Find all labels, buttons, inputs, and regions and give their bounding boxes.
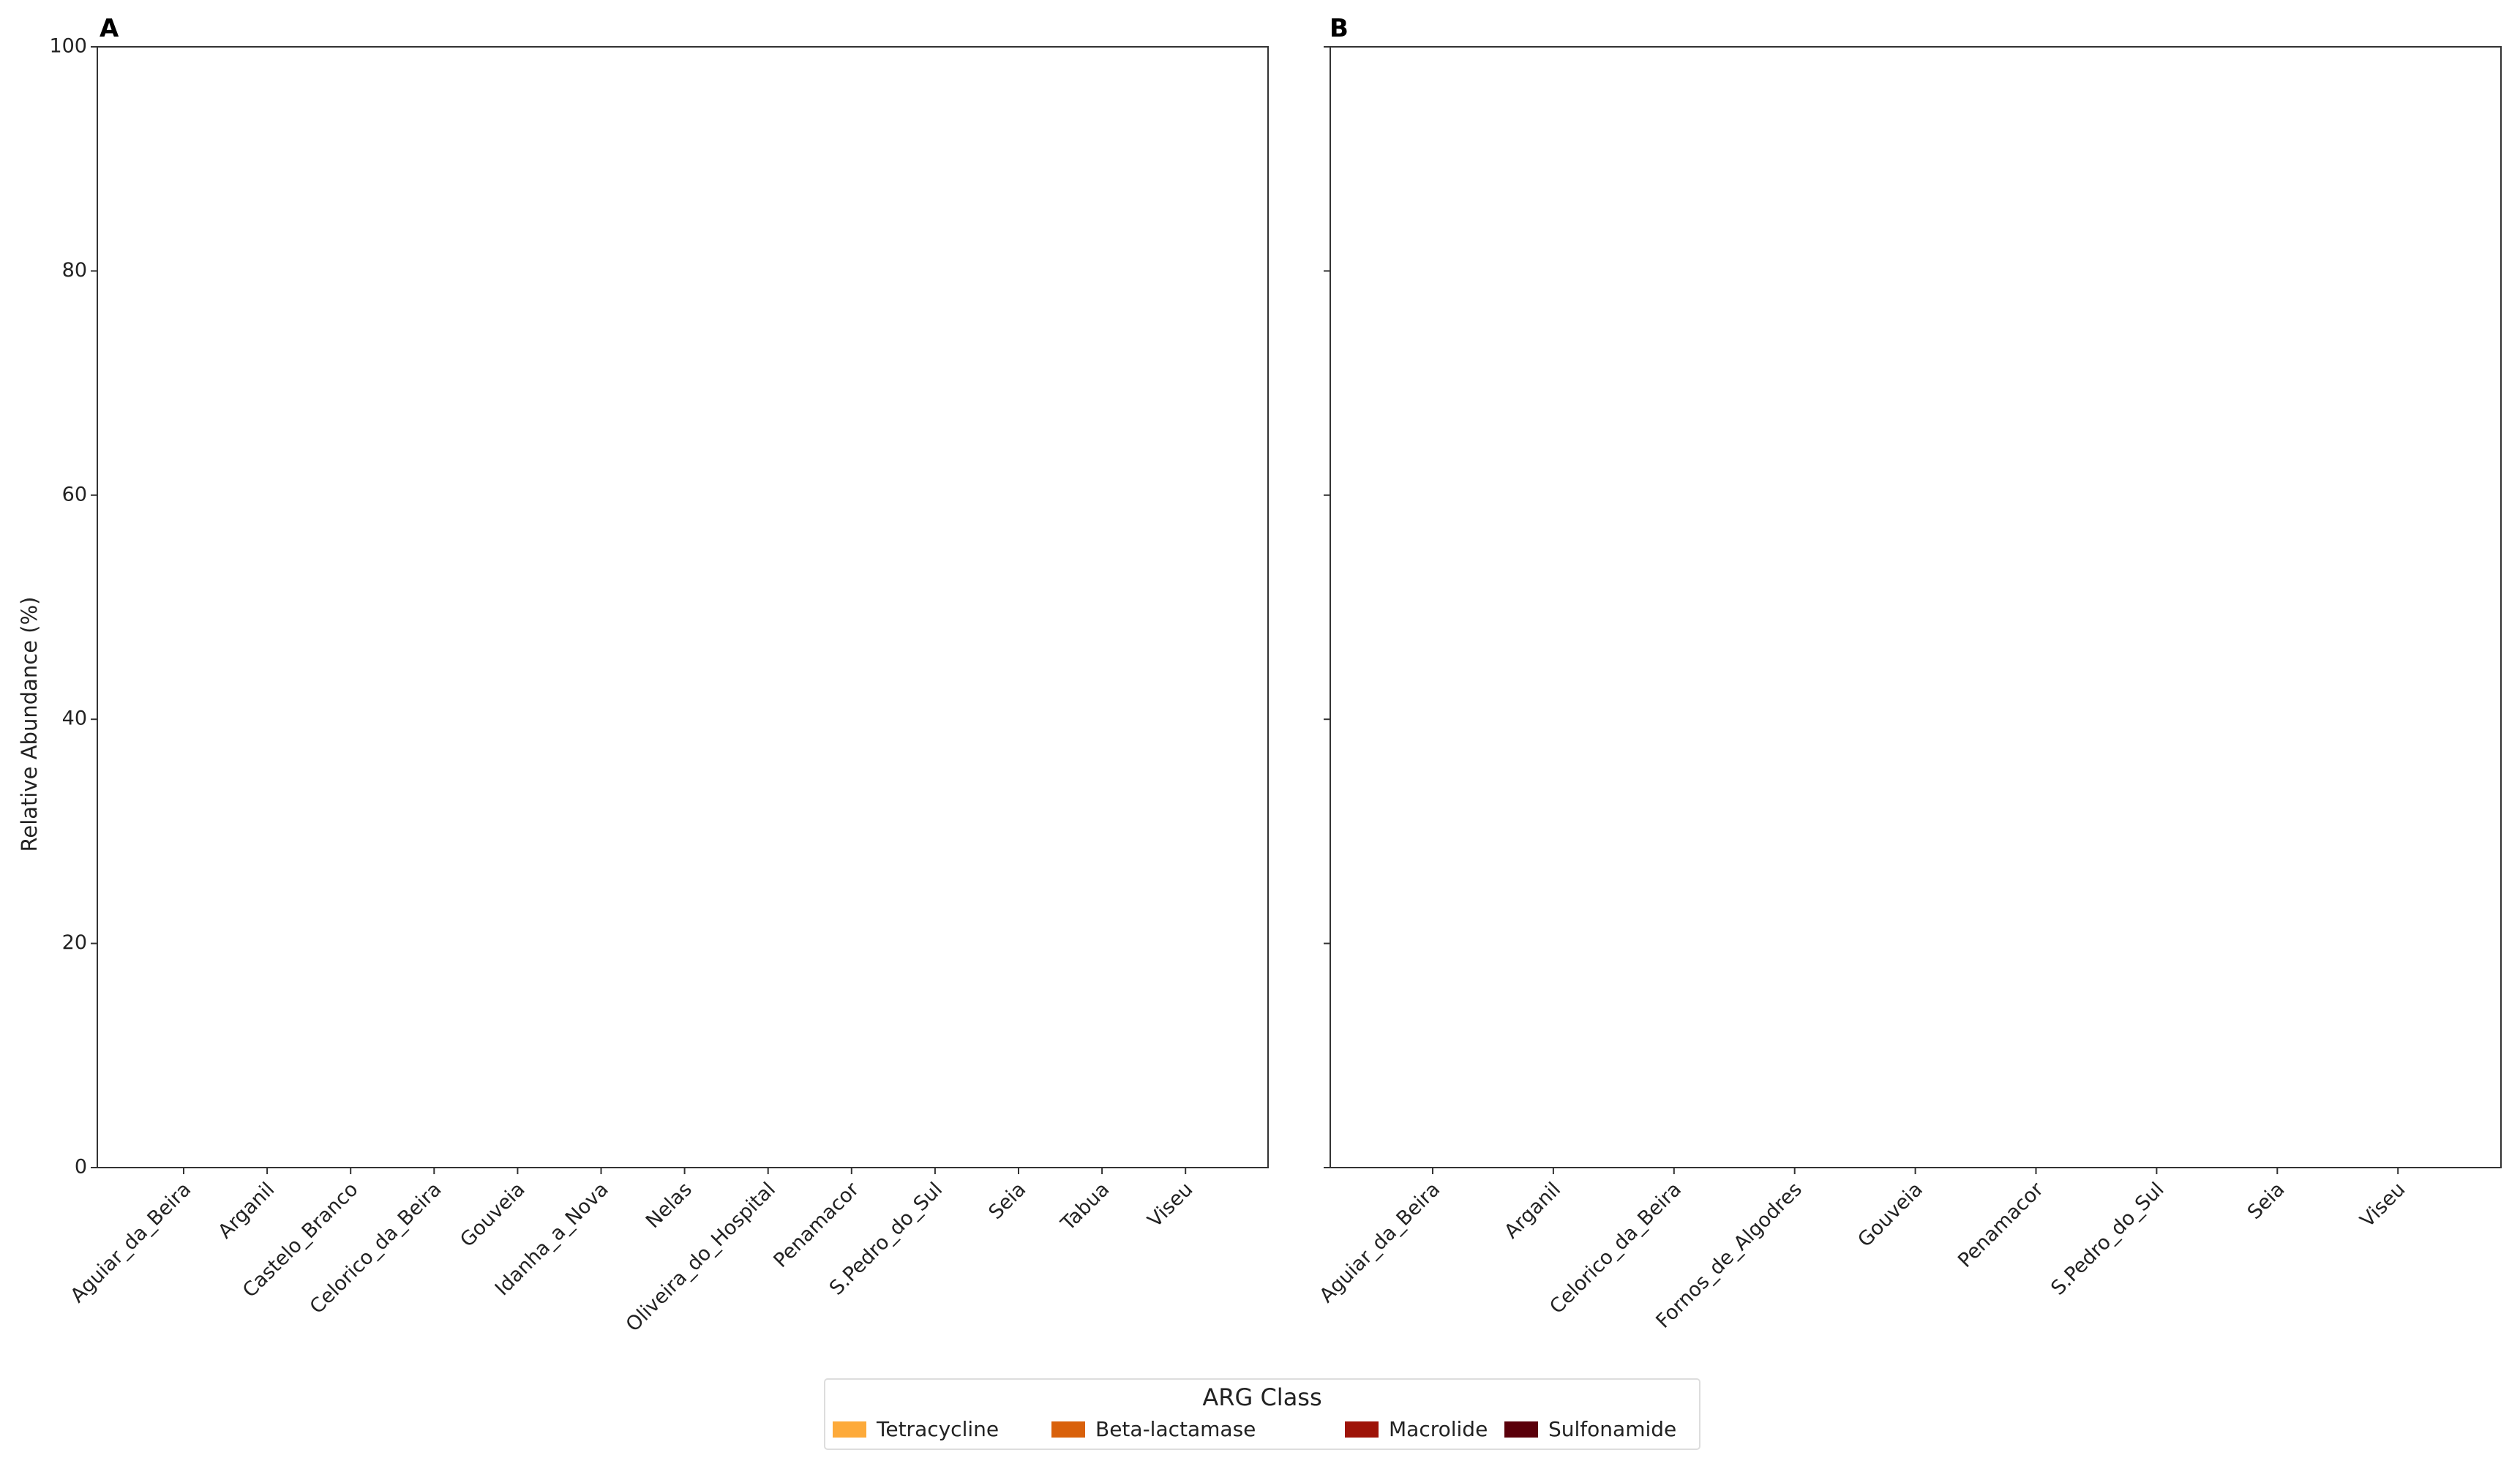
- x-tick-label: Viseu: [2356, 1178, 2410, 1232]
- legend-title: ARG Class: [1202, 1383, 1321, 1411]
- legend-swatch-sulfonamide: [1504, 1421, 1538, 1438]
- panel-a: A Relative Abundance (%) 16.7%49.9%16.7%…: [17, 14, 1269, 1337]
- x-tick-label: Gouveia: [1853, 1178, 1927, 1252]
- x-tick-label: S.Pedro_do_Sul: [2047, 1178, 2168, 1299]
- y-tick-label: 60: [62, 483, 87, 506]
- panel-a-letter: A: [100, 14, 119, 43]
- y-tick-label: 100: [49, 35, 87, 58]
- x-tick-label: Tabua: [1057, 1178, 1114, 1236]
- legend-label-beta-lactamase: Beta-lactamase: [1095, 1417, 1256, 1441]
- panel-a-plot-frame: [97, 46, 1269, 1168]
- x-tick-label: Arganil: [1500, 1178, 1565, 1243]
- y-tick-label: 40: [62, 707, 87, 730]
- x-tick-label: Penamacor: [1954, 1178, 2048, 1272]
- x-tick-label: Arganil: [214, 1178, 279, 1243]
- y-tick-label: 0: [75, 1156, 87, 1179]
- x-tick-label: Seia: [2243, 1178, 2290, 1224]
- panel-b: B 28.6%28.6%21.4%21.4%50.0%50.0%33.4%33.…: [1316, 14, 2502, 1333]
- x-tick-label: Oliveira_do_Hospital: [622, 1178, 780, 1336]
- x-tick-label: Aguiar_da_Beira: [1316, 1178, 1445, 1307]
- y-tick-label: 80: [62, 259, 87, 282]
- y-tick-label: 20: [62, 931, 87, 954]
- x-tick-label: Aguiar_da_Beira: [67, 1178, 196, 1307]
- x-tick-label: Penamacor: [769, 1178, 863, 1272]
- x-tick-label: Nelas: [642, 1178, 697, 1233]
- legend-frame: [824, 1378, 1700, 1450]
- panel-b-axes: Aguiar_da_Beira ArganilCelorico_da_BeiraF…: [1316, 46, 2502, 1333]
- legend-swatch-macrolide: [1345, 1421, 1379, 1438]
- x-tick-label: Celorico_da_Beira: [1545, 1178, 1686, 1318]
- legend-label-macrolide: Macrolide: [1389, 1417, 1488, 1441]
- legend-entries: Tetracycline Beta-lactamase Macrolide Sulfo…: [833, 1417, 1676, 1441]
- legend-swatch-tetracycline: [833, 1421, 866, 1438]
- legend-label-sulfonamide: Sulfonamide: [1548, 1417, 1676, 1441]
- x-tick-label: Seia: [984, 1178, 1030, 1224]
- legend-label-tetracycline: Tetracycline: [876, 1417, 999, 1441]
- x-tick-label: Gouveia: [456, 1178, 530, 1252]
- panel-b-letter: B: [1330, 14, 1349, 43]
- legend-swatch-beta-lactamase: [1051, 1421, 1085, 1438]
- legend: ARG Class Tetracycline Beta-lactamase Macr…: [824, 1378, 1700, 1450]
- y-axis-title: Relative Abundance (%): [17, 597, 42, 852]
- x-tick-label: Viseu: [1144, 1178, 1198, 1232]
- panel-b-plot-frame: [1330, 46, 2502, 1168]
